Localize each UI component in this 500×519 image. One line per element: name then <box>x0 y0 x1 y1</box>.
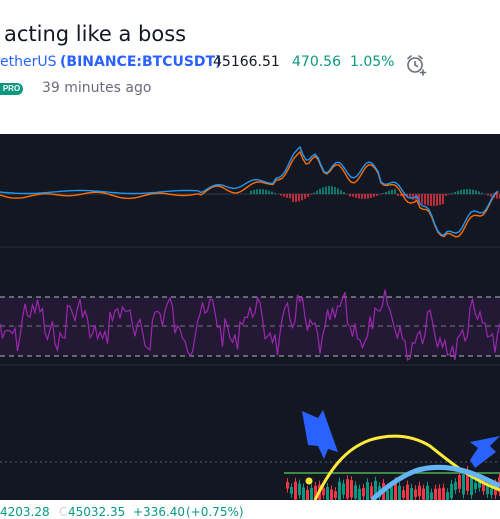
marker-dot <box>306 478 313 485</box>
alarm-clock-plus-icon[interactable] <box>404 52 428 76</box>
pro-badge: PRO <box>0 83 23 95</box>
legend-change-percent: (+0.75%) <box>186 505 244 519</box>
legend-change: +336.40 <box>133 505 185 519</box>
legend-close-key: C <box>59 505 67 519</box>
symbol-price: 45166.51 <box>213 54 280 70</box>
annotation-arrow <box>470 436 500 468</box>
annotation-arrow <box>302 410 338 459</box>
rsi-pane <box>0 290 500 360</box>
price-pane <box>0 410 500 500</box>
macd-line <box>0 147 498 235</box>
published-time: 39 minutes ago <box>42 80 151 96</box>
macd-histogram <box>250 186 500 206</box>
legend-open: 4203.28 <box>0 505 50 519</box>
macd-pane <box>0 147 500 237</box>
symbol-change: 470.56 <box>292 54 341 70</box>
chart-canvas[interactable] <box>0 134 500 500</box>
idea-title: acting like a boss <box>4 22 186 46</box>
symbol-change-percent: 1.05% <box>350 54 394 70</box>
idea-header: acting like a boss etherUS (BINANCE:BTCU… <box>0 0 500 134</box>
legend-close: 45032.35 <box>68 505 125 519</box>
symbol-link[interactable]: etherUS <box>0 54 56 70</box>
chart-area[interactable]: 4203.28 C 45032.35 +336.40 (+0.75%) <box>0 134 500 500</box>
symbol-exchange-link[interactable]: (BINANCE:BTCUSDT) <box>60 54 222 70</box>
